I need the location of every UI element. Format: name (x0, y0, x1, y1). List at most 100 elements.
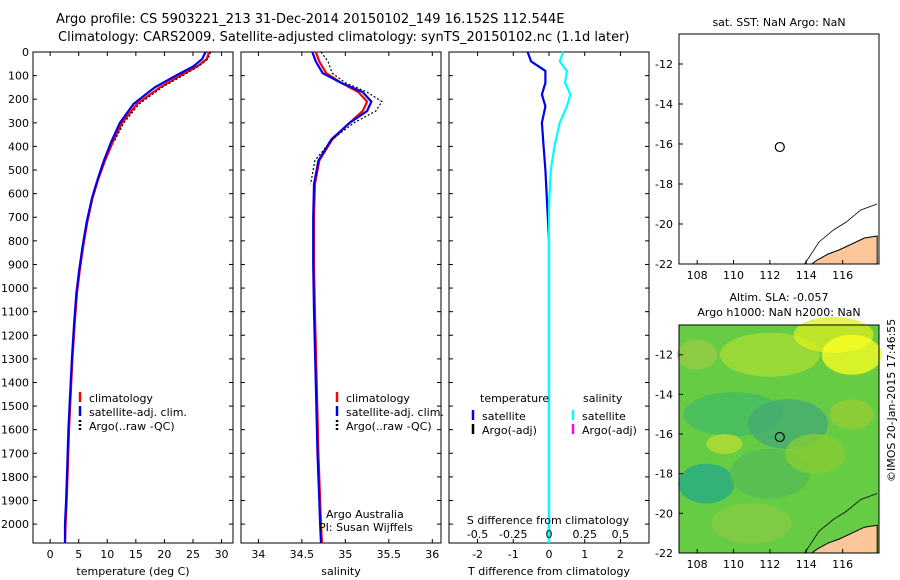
float-position-marker (774, 431, 785, 443)
sla-patch (677, 339, 718, 370)
panel-salinity: 34 34.5 35 35.5 36 salinity (240, 51, 442, 578)
lon-tick-label: 112 (759, 269, 780, 282)
depth-tick-label: 1200 (1, 329, 29, 342)
depth-tick-label: 2000 (1, 518, 29, 531)
lon-tick-label: 116 (832, 269, 853, 282)
lat-tick-label: -14 (655, 98, 673, 111)
isobath-line (804, 203, 878, 265)
note-pi: PI: Susan Wijffels (319, 521, 413, 534)
map-frame (678, 324, 880, 554)
x-tick-label: -1 (508, 548, 519, 561)
map-sla: -12 -14 -16 -18 -20 -22 108 110 112 114 116 (655, 316, 882, 571)
map-background (679, 34, 879, 264)
panel-temperature: 0100200300400500600700800900100011001200… (1, 46, 234, 578)
lat-tick-label: -16 (655, 138, 673, 151)
legend-label: Argo(..raw -QC) (89, 420, 175, 433)
legend-label: satellite (482, 410, 526, 423)
header-line-1: Argo profile: CS 5903221_213 31-Dec-2014… (56, 12, 565, 27)
x-tick-label: 30 (215, 548, 229, 561)
sla-patch (719, 332, 820, 377)
x-tick-label: 20 (157, 548, 171, 561)
s-tick-label: 0.25 (572, 528, 597, 541)
series-line (311, 51, 373, 544)
map-sla-title-1: Altim. SLA: -0.057 (729, 291, 828, 304)
profiles-group: 0100200300400500600700800900100011001200… (1, 46, 650, 578)
depth-tick-label: 1900 (1, 495, 29, 508)
map-sla-title-2: Argo h1000: NaN h2000: NaN (697, 306, 860, 319)
note-institution: Argo Australia (326, 508, 404, 521)
lon-tick-label: 110 (723, 269, 744, 282)
lat-tick-label: -22 (655, 258, 673, 271)
legend-difference: temperature salinitysatelliteArgo(-adj)sa… (467, 392, 637, 541)
sla-patch (711, 503, 792, 544)
sla-patch (829, 399, 874, 430)
x-tick-label: 36 (425, 548, 439, 561)
sla-patch (821, 334, 882, 375)
s-tick-label: -0.5 (467, 528, 488, 541)
depth-tick-label: 1500 (1, 400, 29, 413)
x-tick-label: 5 (75, 548, 82, 561)
legend-header-temperature: temperature (480, 392, 549, 405)
series-line (63, 51, 207, 543)
x-tick-label: -2 (472, 548, 483, 561)
map-frame (678, 33, 880, 265)
float-position-marker (774, 141, 785, 153)
lon-tick-label: 116 (832, 558, 853, 571)
sla-patch (706, 433, 743, 454)
s-tick-label: 0.5 (612, 528, 630, 541)
s-tick-label: -0.25 (499, 528, 527, 541)
lat-tick-label: -18 (655, 178, 673, 191)
depth-tick-label: 1600 (1, 424, 29, 437)
legend-label: satellite (582, 410, 626, 423)
legend-label: satellite-adj. clim. (346, 406, 444, 419)
series-line (310, 51, 383, 185)
panel-difference: -2 -1 0 1 2 T difference from climatology (448, 51, 650, 578)
series-line (113, 51, 212, 142)
depth-tick-label: 100 (8, 70, 29, 83)
depth-tick-label: 1400 (1, 376, 29, 389)
lon-tick-label: 114 (796, 558, 817, 571)
x-tick-label: 25 (186, 548, 200, 561)
s-tick-label: 0 (546, 528, 553, 541)
x-tick-label: 1 (581, 548, 588, 561)
x-tick-label: 34 (251, 548, 265, 561)
header-line-2: Climatology: CARS2009. Satellite-adjuste… (58, 30, 630, 45)
panel-frame (32, 51, 234, 544)
lon-tick-label: 112 (759, 558, 780, 571)
legend-label: Argo(-adj) (582, 424, 637, 437)
lat-tick-label: -12 (655, 58, 673, 71)
legend-label: climatology (89, 392, 153, 405)
lon-tick-label: 114 (796, 269, 817, 282)
legend-label: Argo(..raw -QC) (346, 420, 432, 433)
depth-tick-label: 1800 (1, 471, 29, 484)
depth-tick-label: 0 (22, 46, 29, 59)
panel-frame (240, 51, 442, 544)
s-axis-label: S difference from climatology (467, 514, 630, 527)
timestamp-stamp: ©IMOS 20-Jan-2015 17:46:55 (885, 318, 898, 482)
depth-tick-label: 800 (8, 235, 29, 248)
depth-tick-label: 1000 (1, 282, 29, 295)
sla-patch (785, 433, 846, 474)
depth-tick-label: 600 (8, 188, 29, 201)
series-line (547, 51, 572, 543)
depth-tick-label: 1700 (1, 447, 29, 460)
lat-tick-label: -22 (655, 547, 673, 560)
lat-tick-label: -20 (655, 507, 673, 520)
x-tick-label: 35.5 (377, 548, 402, 561)
depth-tick-label: 1300 (1, 353, 29, 366)
x-tick-label: 0 (47, 548, 54, 561)
x-axis-label: salinity (321, 565, 361, 578)
legend-label: Argo(-adj) (482, 424, 537, 437)
x-axis-label: T difference from climatology (467, 565, 630, 578)
lat-tick-label: -16 (655, 428, 673, 441)
legend-header-salinity: salinity (583, 392, 623, 405)
lat-tick-label: -20 (655, 218, 673, 231)
x-axis-label: temperature (deg C) (76, 565, 189, 578)
x-tick-label: 10 (100, 548, 114, 561)
lat-tick-label: -14 (655, 388, 673, 401)
lon-tick-label: 108 (687, 558, 708, 571)
